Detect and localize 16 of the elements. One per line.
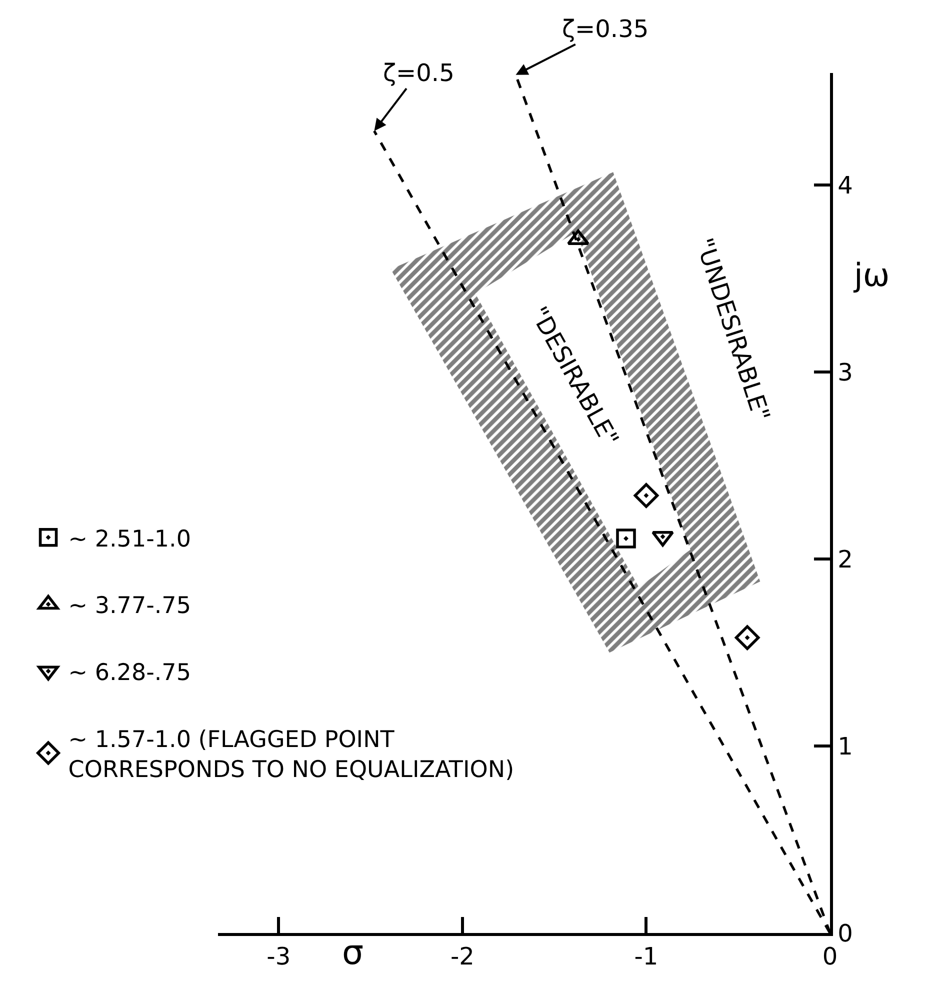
- y-tick-label: 3: [838, 358, 853, 387]
- x-axis-title: σ: [342, 933, 364, 973]
- y-tick-label: 1: [838, 732, 853, 760]
- annotation: ζ=0.5: [383, 59, 454, 87]
- legend-label: ~ 1.57-1.0 (FLAGGED POINT CORRESPONDS TO NO EQUALIZATION): [68, 727, 514, 783]
- x-tick-label: -1: [634, 942, 658, 971]
- legend-label: ~ 3.77-.75: [68, 593, 191, 620]
- annotation: ζ=0.35: [562, 15, 649, 43]
- x-tick-label: -2: [450, 942, 474, 971]
- x-tick-label: -3: [266, 942, 291, 971]
- y-axis-title: jω: [853, 256, 890, 294]
- y-tick-label: 2: [838, 545, 853, 574]
- legend-label: ~ 2.51-1.0: [68, 526, 191, 552]
- y-tick-label: 0: [838, 919, 853, 948]
- y-tick-label: 4: [838, 172, 853, 200]
- legend-label: ~ 6.28-.75: [68, 660, 191, 686]
